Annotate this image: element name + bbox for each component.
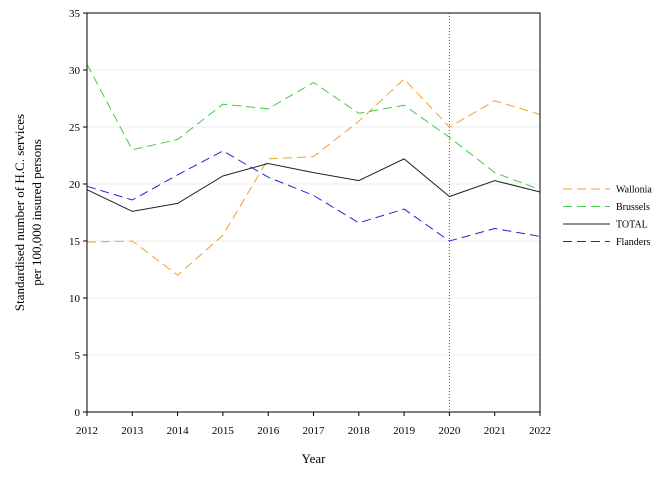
legend: Wallonia Brussels TOTAL Flanders — [563, 185, 652, 248]
y-axis-title-line-1: Standardised number of H.C. services — [12, 114, 27, 311]
legend-label-total: TOTAL — [616, 220, 648, 231]
x-axis-title: Year — [302, 451, 327, 466]
legend-label-flanders: Flanders — [616, 237, 651, 248]
x-axis-ticks: 2012 2013 2014 2015 2016 2017 2018 2019 2020 2021… — [76, 412, 551, 437]
y-tick-label: 15 — [69, 236, 81, 248]
x-tick-label: 2022 — [529, 425, 551, 437]
legend-label-brussels: Brussels — [616, 202, 650, 213]
y-tick-label: 10 — [69, 293, 81, 305]
legend-label-wallonia: Wallonia — [616, 185, 652, 196]
series-layer — [86, 64, 541, 276]
y-axis-title-line-2: per 100,000 insured persons — [29, 139, 44, 286]
y-tick-label: 25 — [69, 122, 81, 134]
y-tick-label: 20 — [69, 179, 81, 191]
series-line-wallonia — [86, 78, 541, 276]
x-tick-label: 2017 — [303, 425, 326, 437]
x-tick-label: 2018 — [348, 425, 371, 437]
series-line-total — [86, 158, 541, 212]
series-line-brussels — [86, 64, 541, 191]
x-tick-label: 2021 — [484, 425, 506, 437]
y-tick-label: 30 — [69, 65, 81, 77]
x-tick-label: 2012 — [76, 425, 98, 437]
x-tick-label: 2016 — [257, 425, 280, 437]
y-axis-title: Standardised number of H.C. services per… — [12, 114, 44, 311]
y-tick-label: 0 — [75, 407, 81, 419]
x-tick-label: 2013 — [121, 425, 144, 437]
y-axis-ticks: 0 5 10 15 20 25 30 35 — [69, 8, 87, 419]
series-line-flanders — [86, 150, 541, 242]
x-tick-label: 2014 — [167, 425, 190, 437]
grid-layer — [87, 69, 540, 356]
y-tick-label: 35 — [69, 8, 81, 20]
y-tick-label: 5 — [75, 350, 81, 362]
x-tick-label: 2020 — [438, 425, 461, 437]
x-tick-label: 2015 — [212, 425, 235, 437]
x-tick-label: 2019 — [393, 425, 416, 437]
plot-frame — [86, 12, 541, 413]
